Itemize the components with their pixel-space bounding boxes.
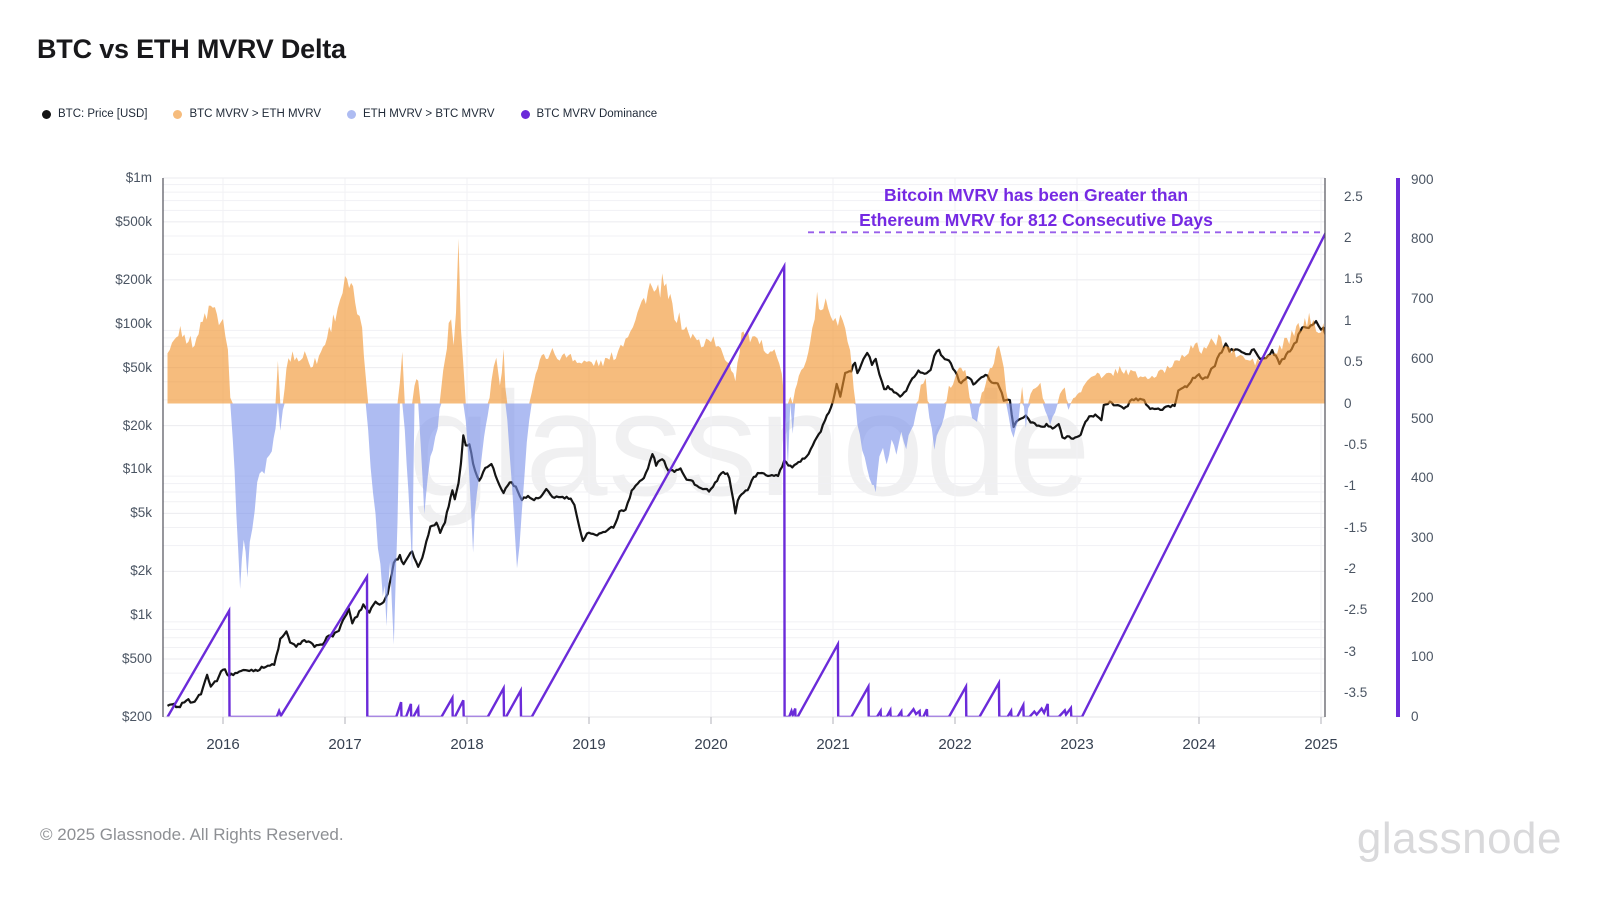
y-delta-tick: -1 [1344,478,1357,494]
x-tick-2019: 2019 [572,736,606,753]
x-tick-2020: 2020 [694,736,728,753]
annotation-streak: Bitcoin MVRV has been Greater than Ether… [748,183,1324,233]
legend-label: BTC: Price [USD] [58,108,148,120]
y-delta-tick: -1.5 [1344,519,1368,535]
y-left-tick: $200k [115,271,152,287]
y-delta-tick: -3.5 [1344,684,1368,700]
legend-swatch-icon [42,109,51,119]
x-tick-2022: 2022 [938,736,972,753]
y-left-tick: $500k [115,213,152,229]
legend-swatch-icon [173,109,183,119]
y-delta-tick: 2 [1344,230,1352,246]
legend-swatch-icon [347,109,356,119]
y-left-tick: $100k [115,315,152,331]
y-left-tick: $1k [130,607,152,623]
y-days-tick: 800 [1411,231,1434,247]
x-tick-2024: 2024 [1182,736,1216,753]
copyright-text: © 2025 Glassnode. All Rights Reserved. [40,825,344,844]
y-delta-tick: -3 [1344,643,1357,659]
legend-label: BTC MVRV > ETH MVRV [189,108,321,120]
legend-item-btc-gt-eth[interactable]: BTC MVRV > ETH MVRV [173,108,321,120]
legend-item-dominance[interactable]: BTC MVRV Dominance [520,108,658,120]
y-left-tick: $500 [121,651,152,667]
gridlines [163,177,1325,718]
area-btc-mvrv-greater [167,238,1325,404]
y-days-tick: 200 [1411,589,1434,605]
y-left-tick: $1m [125,170,152,185]
brand-wordmark: glassnode [1356,814,1562,863]
y-left-tick: $2k [130,563,152,579]
y-delta-tick: 1 [1344,312,1352,328]
annotation-line-1: Bitcoin MVRV has been Greater than [883,185,1189,205]
y-left-tick: $5k [130,505,152,521]
legend: BTC: Price [USD] BTC MVRV > ETH MVRV ETH M… [42,108,657,120]
y-delta-tick: -0.5 [1344,436,1368,452]
y-delta-tick: 1.5 [1344,271,1363,287]
y-days-tick: 500 [1411,410,1434,426]
x-tick-2023: 2023 [1060,736,1094,753]
y-left-tick: $20k [122,417,152,433]
annotation-line-2: Ethereum MVRV for 812 Consecutive Days [859,210,1213,231]
y-delta-tick: 2.5 [1344,188,1363,204]
y-days-tick: 0 [1411,709,1419,724]
x-tick-2017: 2017 [328,736,362,753]
y-days-tick: 700 [1411,291,1434,307]
y-days-tick: 900 [1411,171,1434,187]
legend-label: ETH MVRV > BTC MVRV [363,108,495,120]
y-days-tick: 400 [1411,470,1434,486]
y-delta-tick: 0.5 [1344,354,1363,370]
legend-item-btc-price[interactable]: BTC: Price [USD] [42,108,147,120]
page-title: BTC vs ETH MVRV Delta [37,34,346,64]
y-left-tick: $200 [121,709,152,725]
legend-item-eth-gt-btc[interactable]: ETH MVRV > BTC MVRV [347,108,495,120]
y-days-tick: 100 [1411,649,1434,665]
y-left-tick: $50k [122,359,152,375]
y-delta-tick: -2.5 [1344,602,1368,618]
legend-swatch-icon [520,109,530,119]
x-tick-2021: 2021 [816,736,850,753]
y-left-tick: $10k [122,461,152,477]
legend-label: BTC MVRV Dominance [536,108,658,120]
x-tick-2016: 2016 [206,736,240,753]
y-delta-tick: -2 [1344,560,1357,576]
area-eth-mvrv-greater [167,403,1325,645]
y-days-tick: 600 [1411,350,1434,366]
btc-mvrv-dominance-line [166,231,1325,717]
y-days-tick: 300 [1411,529,1434,545]
y-delta-tick: 0 [1344,395,1352,411]
x-tick-2018: 2018 [450,736,484,753]
x-tick-2025: 2025 [1304,736,1338,753]
